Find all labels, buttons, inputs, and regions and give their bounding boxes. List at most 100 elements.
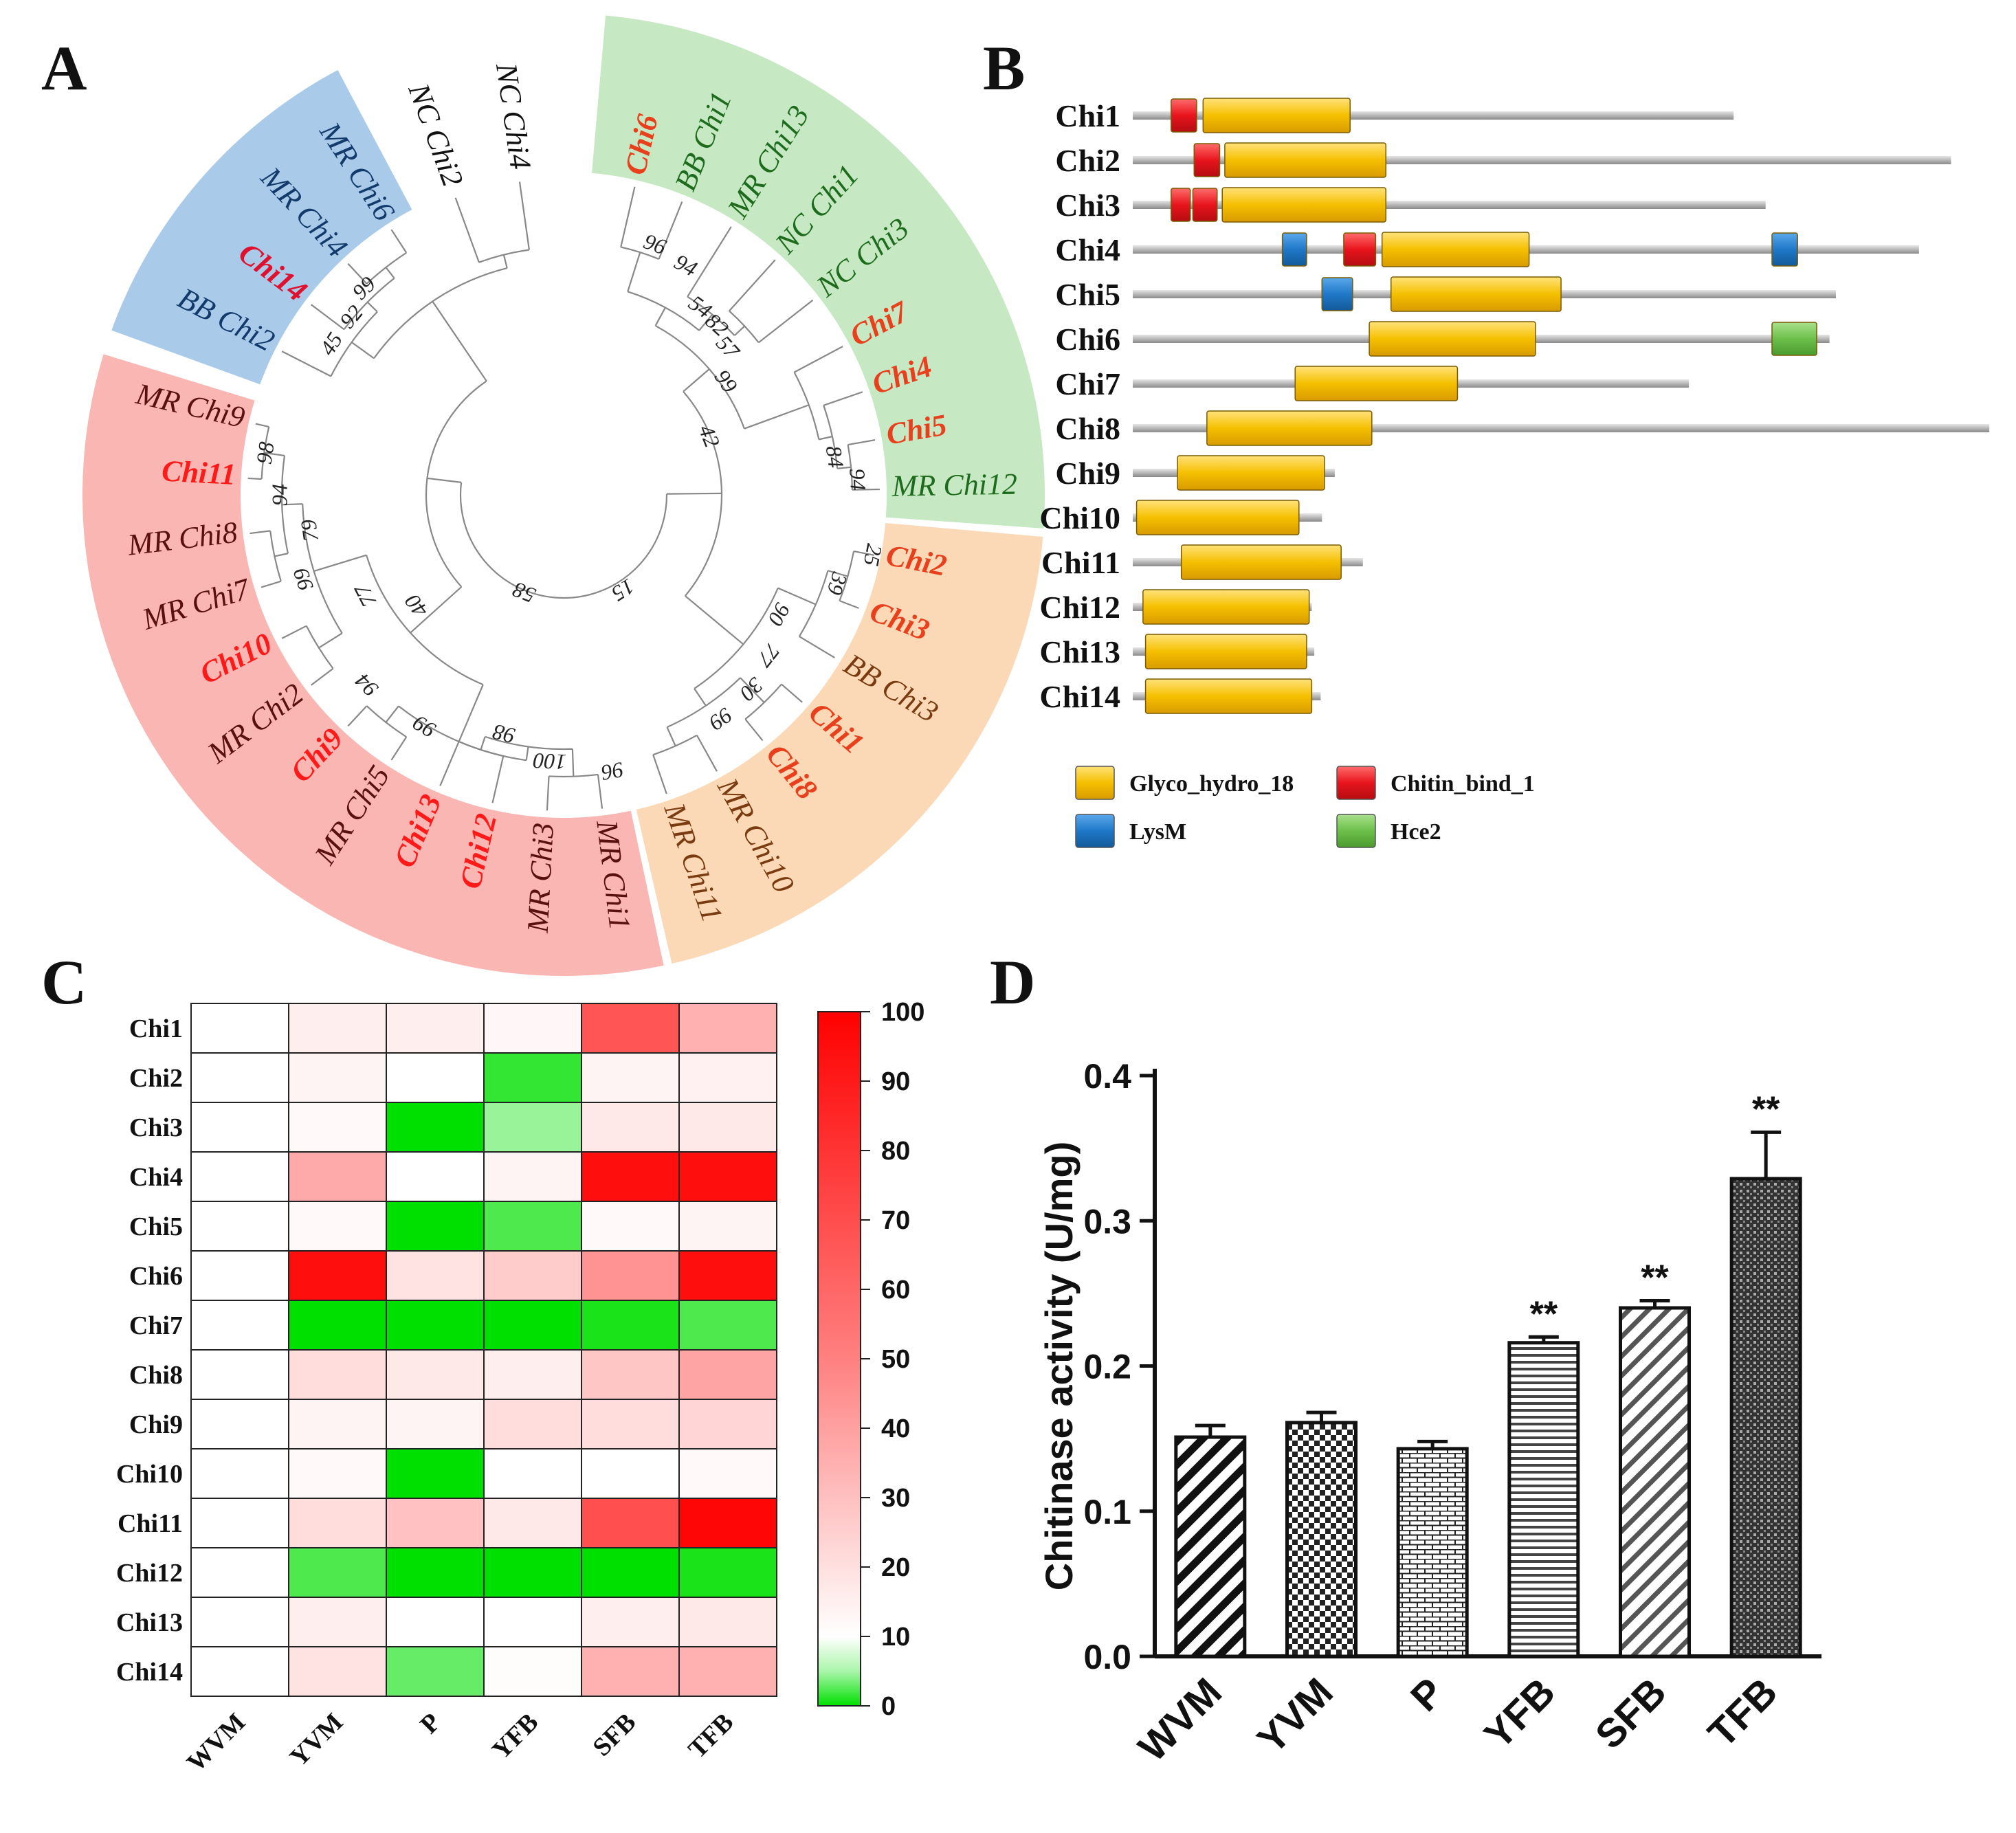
domain-glyco <box>1177 455 1325 491</box>
domain-glyco <box>1202 98 1351 133</box>
heatmap-cell <box>190 1547 289 1598</box>
protein-name: Chi7 <box>1055 366 1120 401</box>
heatmap-cell <box>288 1399 387 1449</box>
colorbar-tick-label: 20 <box>881 1553 910 1582</box>
x-tick-label: TFB <box>1700 1669 1786 1756</box>
bar <box>1174 1435 1247 1658</box>
x-tick-label: SFB <box>1587 1669 1675 1757</box>
heatmap-cell <box>483 1597 582 1647</box>
heatmap-cell <box>386 1052 485 1103</box>
heatmap-colorbar: 0 10 20 30 40 50 60 70 80 90 100 <box>817 998 924 1721</box>
protein-name: Chi2 <box>1055 143 1120 178</box>
heatmap-cell <box>483 1448 582 1499</box>
heatmap-cell <box>678 1250 777 1301</box>
protein-row: Chi14 <box>1039 678 1321 714</box>
tree-branch <box>410 300 487 634</box>
heatmap-cell <box>386 1646 485 1697</box>
heatmap-column-label: YFB <box>487 1708 544 1765</box>
legend-label: Hce2 <box>1391 819 1441 845</box>
protein-name: Chi3 <box>1055 188 1120 223</box>
panel-label-b: B <box>983 33 1025 103</box>
heatmap-cell <box>581 1003 680 1054</box>
bootstrap-value: 94 <box>845 468 871 491</box>
heatmap-cell <box>190 1498 289 1548</box>
y-tick-label: 0.3 <box>1083 1202 1131 1241</box>
heatmap-row-label: Chi6 <box>129 1262 183 1291</box>
bar <box>1619 1306 1691 1658</box>
heatmap-cell <box>288 1003 387 1054</box>
heatmap-row-label: Chi2 <box>129 1064 183 1093</box>
heatmap-row-label: Chi4 <box>129 1163 183 1192</box>
domain-glyco <box>1381 232 1530 267</box>
heatmap-column-label: YVM <box>284 1708 348 1773</box>
domain-lysm <box>1771 232 1798 267</box>
heatmap-cell <box>190 1201 289 1252</box>
heatmap-column-label: TFB <box>683 1708 739 1764</box>
heatmap-cell <box>678 1201 777 1252</box>
heatmap-row-label: Chi11 <box>118 1509 183 1538</box>
tree-leaf-label: Chi11 <box>161 454 236 491</box>
heatmap-cell <box>581 1300 680 1351</box>
legend-swatch-hce2 <box>1336 814 1376 848</box>
tree-branch <box>439 740 505 803</box>
bootstrap-value: 94 <box>267 484 291 506</box>
heatmap-row-label: Chi14 <box>116 1658 183 1687</box>
protein-row: Chi9 <box>1055 455 1335 491</box>
significance-marker: ** <box>1530 1294 1558 1334</box>
domain-lysm <box>1321 277 1353 311</box>
heatmap-cell <box>483 1151 582 1202</box>
heatmap-cell <box>581 1597 680 1647</box>
heatmap-cell <box>678 1597 777 1647</box>
protein-row: Chi7 <box>1055 366 1690 401</box>
bootstrap-value: 94 <box>670 249 701 281</box>
heatmap-column-label: WVM <box>181 1708 251 1777</box>
heatmap-cell <box>288 1448 387 1499</box>
heatmap-cell <box>483 1201 582 1252</box>
heatmap-cell <box>288 1498 387 1548</box>
clade-band-green <box>591 15 1045 529</box>
tree-branch <box>480 735 575 777</box>
domain-chitin <box>1193 143 1221 177</box>
heatmap-cell <box>581 1349 680 1400</box>
protein-name: Chi9 <box>1055 456 1120 491</box>
colorbar-tick-label: 70 <box>881 1206 910 1235</box>
heatmap-cell <box>190 1597 289 1647</box>
domain-legend: Glyco_hydro_18 Chitin_bind_1 LysM Hce2 <box>1075 766 1535 848</box>
bootstrap-values: 9694548257994284942539907730999610098999… <box>252 228 887 786</box>
heatmap-cell <box>386 1349 485 1400</box>
heatmap-cell <box>190 1300 289 1351</box>
protein-row: Chi5 <box>1055 276 1836 312</box>
domain-chitin <box>1171 188 1191 222</box>
x-tick-label: YFB <box>1476 1669 1564 1757</box>
y-axis-label: Chitinase activity (U/mg) <box>1037 1142 1081 1590</box>
legend-label: LysM <box>1129 819 1186 845</box>
heatmap-cell <box>581 1250 680 1301</box>
domain-glyco <box>1390 276 1562 312</box>
heatmap-cell <box>190 1102 289 1153</box>
heatmap-cell <box>678 1498 777 1548</box>
clade-band-blue <box>111 69 412 385</box>
heatmap-cell <box>483 1349 582 1400</box>
panel-label-a: A <box>41 33 87 103</box>
heatmap-cell <box>288 1646 387 1697</box>
domain-glyco <box>1224 142 1387 178</box>
domain-architecture: Chi1 Chi2 Chi3 Chi4 Chi5 Chi6 Chi7 Chi8 Chi9 Chi1… <box>1039 98 1990 848</box>
legend-label: Chitin_bind_1 <box>1391 771 1535 797</box>
heatmap-cell <box>581 1547 680 1598</box>
clade-band-orange <box>636 522 1043 964</box>
bootstrap-value: 99 <box>710 365 743 397</box>
heatmap-cell <box>386 1102 485 1153</box>
colorbar-tick-label: 10 <box>881 1623 910 1652</box>
heatmap-cell <box>288 1151 387 1202</box>
heatmap-cell <box>678 1646 777 1697</box>
bootstrap-value: 77 <box>751 638 785 672</box>
heatmap-cell <box>190 1151 289 1202</box>
significance-marker: ** <box>1752 1089 1780 1129</box>
protein-name: Chi10 <box>1039 500 1120 535</box>
heatmap-cell <box>386 1448 485 1499</box>
domain-glyco <box>1144 678 1313 714</box>
significance-marker: ** <box>1641 1258 1669 1298</box>
heatmap-cell <box>483 1250 582 1301</box>
bootstrap-value: 25 <box>859 542 887 568</box>
heatmap-cell <box>190 1448 289 1499</box>
